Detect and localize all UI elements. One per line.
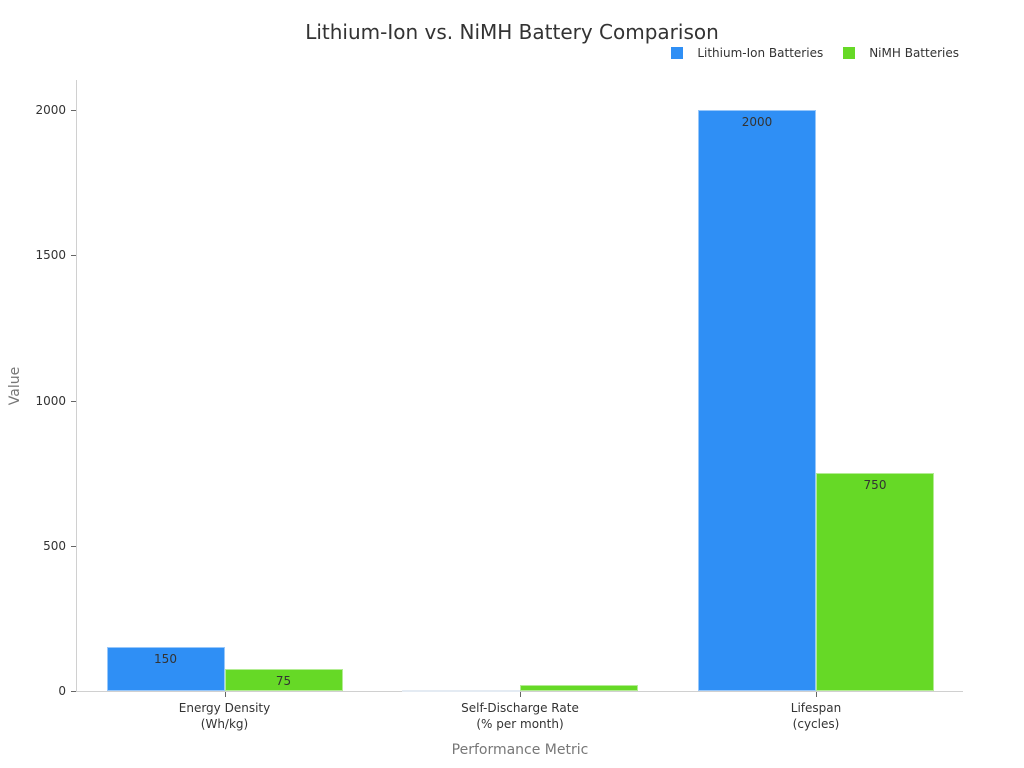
y-tick-label: 500 — [43, 538, 66, 553]
bar-lithium-ion[interactable]: 150 — [106, 647, 225, 691]
legend-swatch-lithium-ion — [671, 47, 684, 59]
legend-swatch-nimh — [843, 47, 856, 59]
x-tick — [224, 692, 226, 697]
y-tick-label: 2000 — [35, 103, 66, 117]
legend: Lithium-Ion Batteries NiMH Batteries — [651, 46, 959, 60]
x-tick — [520, 692, 521, 697]
x-axis-label: Performance Metric — [451, 742, 589, 758]
y-tick-label: 1000 — [35, 393, 66, 408]
y-tick: 2000 — [0, 103, 76, 117]
y-tick: 0 — [0, 684, 76, 698]
bar-nimh[interactable] — [520, 685, 638, 691]
bar-lithium-ion[interactable]: 2000 — [698, 110, 816, 691]
bar-nimh[interactable]: 750 — [816, 473, 934, 691]
y-tick-mark — [71, 545, 76, 547]
y-tick-label: 1500 — [35, 248, 66, 263]
y-tick: 500 — [0, 539, 76, 553]
x-tick-label: Self-Discharge Rate (% per month) — [461, 701, 579, 731]
chart-title: Lithium-Ion vs. NiMH Battery Comparison — [305, 20, 719, 44]
y-tick-mark — [71, 110, 76, 111]
bar-value-label: 150 — [154, 652, 177, 667]
bar-value-label: 2000 — [741, 115, 773, 129]
bar-nimh[interactable]: 75 — [224, 669, 343, 691]
legend-label: NiMH Batteries — [869, 46, 959, 60]
x-tick-label: Lifespan (cycles) — [790, 701, 842, 731]
y-tick-mark — [71, 691, 76, 692]
y-axis-line — [76, 80, 77, 692]
x-tick — [816, 692, 817, 697]
legend-label: Lithium-Ion Batteries — [697, 46, 824, 60]
legend-item-lithium-ion[interactable]: Lithium-Ion Batteries — [671, 46, 823, 60]
bar-value-label: 750 — [863, 478, 887, 493]
y-tick: 1000 — [0, 394, 76, 408]
bar-value-label: 75 — [275, 674, 292, 689]
legend-item-nimh[interactable]: NiMH Batteries — [843, 46, 959, 60]
y-tick: 1500 — [0, 248, 76, 262]
bar-lithium-ion[interactable] — [402, 690, 520, 692]
y-tick-mark — [71, 255, 76, 257]
y-tick-mark — [71, 400, 76, 402]
x-tick-label: Energy Density (Wh/kg) — [178, 701, 271, 731]
y-tick-label: 0 — [58, 684, 66, 698]
